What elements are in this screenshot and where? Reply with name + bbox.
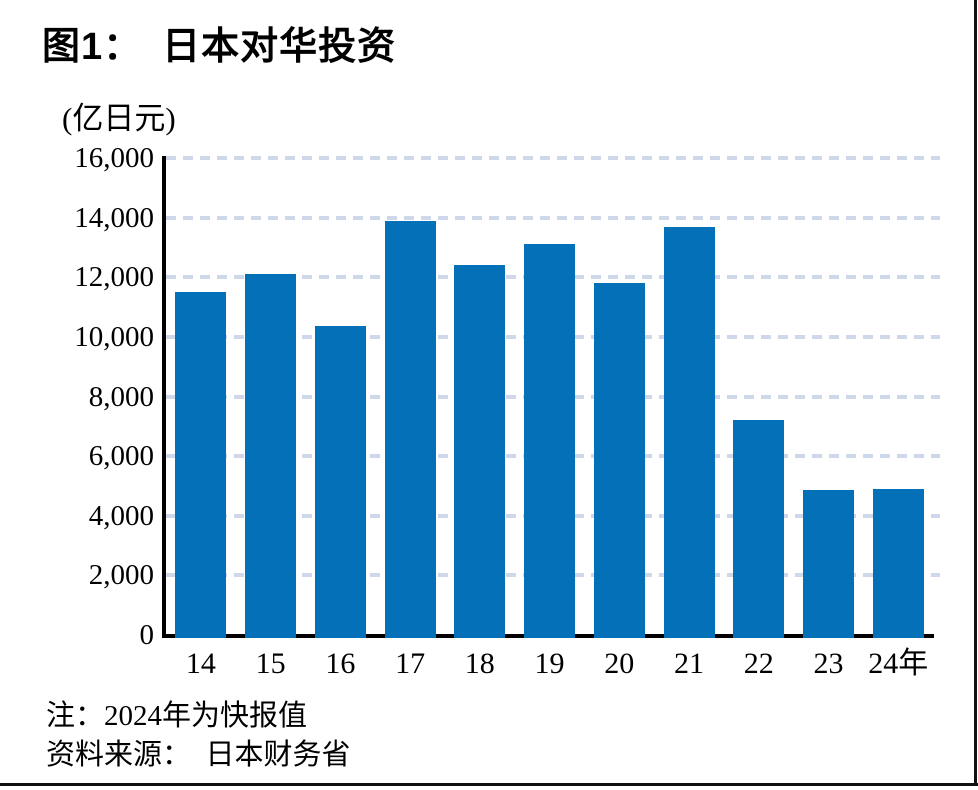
bar <box>872 489 924 638</box>
bar <box>314 326 366 638</box>
x-tick-label: 14 <box>185 647 216 680</box>
y-tick-label: 0 <box>139 619 155 651</box>
bar <box>593 283 645 638</box>
page-bottom-border <box>0 783 978 786</box>
bar-slot <box>654 158 724 638</box>
x-tick-label: 16 <box>325 647 356 680</box>
bar-slot <box>166 158 236 638</box>
bar <box>454 265 506 638</box>
y-tick-label: 6,000 <box>88 440 154 473</box>
bar-slot <box>724 158 794 638</box>
x-tick-label: 23 <box>813 647 844 680</box>
bar-slot <box>515 158 585 638</box>
chart-note: 注：2024年为快报值 <box>46 700 308 732</box>
bar-slot <box>445 158 515 638</box>
y-tick-label: 12,000 <box>74 261 154 294</box>
x-tick-label: 19 <box>534 647 565 680</box>
bar-slot <box>236 158 306 638</box>
gridline <box>166 156 940 160</box>
x-tick-label: 18 <box>464 647 495 680</box>
y-tick-label: 14,000 <box>74 201 154 234</box>
bar <box>245 274 297 638</box>
bar <box>802 490 854 638</box>
bar <box>733 420 785 638</box>
x-tick-label: 24年 <box>868 647 929 680</box>
x-tick-label: 20 <box>604 647 635 680</box>
x-tick-label: 17 <box>395 647 426 680</box>
bar-slot <box>375 158 445 638</box>
bar-slot <box>305 158 375 638</box>
bar-slot <box>794 158 864 638</box>
y-tick-label: 4,000 <box>88 499 154 532</box>
chart-source: 资料来源： 日本财务省 <box>46 739 351 771</box>
gridline <box>166 215 940 220</box>
y-tick-label: 2,000 <box>88 559 154 592</box>
bar-series <box>166 158 933 638</box>
bar <box>663 227 715 638</box>
x-tick-label: 22 <box>743 647 774 680</box>
y-tick-label: 8,000 <box>88 380 154 413</box>
bar <box>524 244 576 638</box>
bar <box>384 221 436 638</box>
chart-title: 图1： 日本对华投资 <box>42 26 397 68</box>
y-tick-label: 10,000 <box>74 320 154 353</box>
y-tick-label: 16,000 <box>74 142 154 174</box>
y-axis-unit-label: (亿日元) <box>62 101 176 136</box>
bar <box>175 292 227 638</box>
bar-slot <box>863 158 933 638</box>
page-right-border <box>974 0 977 786</box>
x-tick-label: 21 <box>674 647 704 680</box>
bar-slot <box>584 158 654 638</box>
x-axis-tick-labels: 14 15 16 17 18 19 20 21 22 23 24年 <box>166 645 933 683</box>
y-axis-line <box>162 156 166 638</box>
x-tick-label: 15 <box>255 647 286 680</box>
